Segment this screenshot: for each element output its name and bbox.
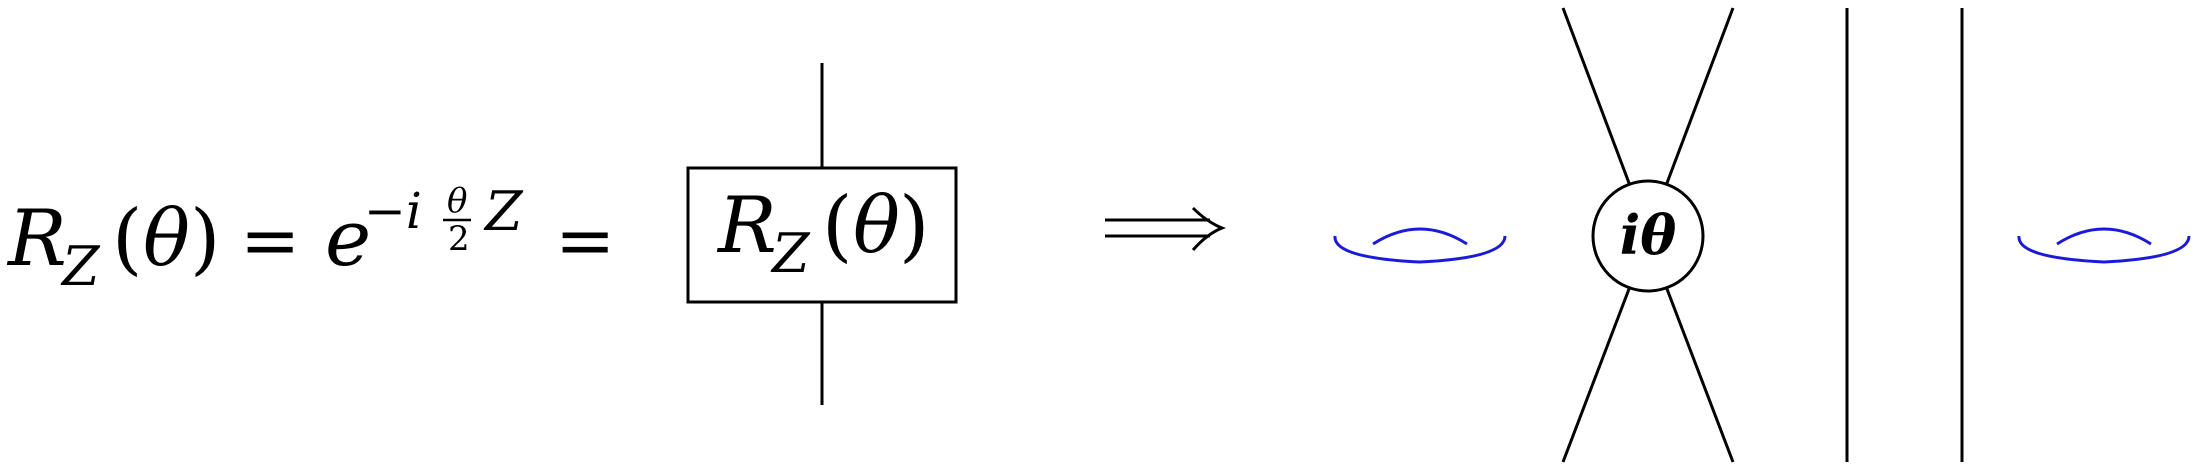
equals-sign-2: = (555, 198, 615, 282)
exp-z: Z (483, 180, 524, 243)
right-loop-symbol (2017, 227, 2191, 264)
vertex-label: iθ (1620, 203, 1677, 267)
left-loop-lower-arc (1333, 235, 1507, 264)
vertex-diagram: iθ (1561, 7, 1735, 463)
gate-label-paren-close: ) (899, 181, 929, 271)
vertex-circle (1591, 179, 1705, 293)
lhs-paren-close: ) (190, 194, 220, 284)
vertex-leg-top-left (1561, 7, 1631, 184)
gate-label-subscript-z: Z (770, 222, 811, 285)
lhs-subscript-z: Z (60, 235, 101, 298)
vertex-leg-bottom-left (1561, 288, 1631, 463)
right-loop-lower-arc (2017, 235, 2191, 264)
gate-label-theta: θ (853, 181, 900, 271)
right-loop-upper-arc (2056, 227, 2152, 246)
exp-minus-i: −i (364, 182, 422, 240)
rz-definition-equation: R Z ( θ ) = e −i θ 2 Z = (6, 180, 615, 298)
rz-gate-diagram: R Z ( θ ) (686, 63, 958, 405)
lhs-theta: θ (143, 194, 190, 284)
vertex-leg-bottom-right (1665, 288, 1735, 463)
exp-fraction-numerator: θ (447, 181, 467, 221)
lhs-r: R (6, 194, 67, 284)
gate-label-paren-open: ( (822, 181, 852, 271)
exp-fraction-denominator: 2 (448, 219, 470, 259)
implies-arrow (1105, 206, 1227, 251)
gate-label-r: R (716, 181, 777, 271)
exp-base-e: e (325, 194, 371, 284)
left-loop-upper-arc (1372, 227, 1468, 246)
left-loop-symbol (1333, 227, 1507, 264)
vertex-leg-top-right (1665, 7, 1735, 184)
lhs-paren-open: ( (112, 194, 142, 284)
equals-sign-1: = (240, 198, 300, 282)
